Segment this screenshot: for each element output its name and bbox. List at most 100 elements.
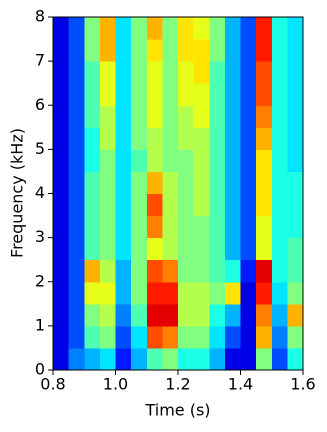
- cell: [131, 215, 148, 239]
- cell: [209, 325, 226, 349]
- cell: [271, 105, 288, 128]
- cell: [146, 127, 163, 150]
- cell: [115, 39, 132, 62]
- cell: [115, 347, 132, 371]
- cell: [162, 281, 179, 305]
- cell: [256, 303, 273, 327]
- cell: [99, 237, 116, 261]
- cell: [209, 39, 226, 62]
- cell: [68, 105, 85, 128]
- cell: [162, 127, 179, 150]
- cell: [146, 325, 163, 349]
- cell: [115, 105, 132, 128]
- cell: [68, 259, 85, 283]
- cell: [224, 127, 241, 150]
- cell: [193, 325, 210, 349]
- cell: [271, 127, 288, 150]
- cell: [115, 83, 132, 106]
- cell: [68, 193, 85, 217]
- cell: [193, 171, 210, 194]
- cell: [224, 61, 241, 84]
- cell: [146, 259, 163, 283]
- cell: [209, 83, 226, 106]
- cell: [131, 281, 148, 305]
- cell: [162, 105, 179, 128]
- cell: [162, 325, 179, 349]
- cell: [99, 193, 116, 217]
- cell: [53, 127, 70, 150]
- cell: [53, 105, 70, 128]
- cell: [131, 347, 148, 371]
- cell: [224, 193, 241, 217]
- y-tick-label: 6: [35, 95, 45, 114]
- cell: [146, 193, 163, 217]
- cell: [162, 171, 179, 194]
- cell: [287, 127, 304, 150]
- cell: [271, 61, 288, 84]
- y-tick-label: 5: [35, 139, 45, 158]
- cell: [115, 171, 132, 194]
- cell: [178, 127, 195, 150]
- y-tick-label: 3: [35, 227, 45, 246]
- cell: [146, 39, 163, 62]
- cell: [99, 215, 116, 239]
- cell: [178, 39, 195, 62]
- x-axis-label: Time (s): [144, 401, 210, 420]
- cell: [193, 149, 210, 172]
- cell: [287, 83, 304, 106]
- cell: [99, 281, 116, 305]
- cell: [68, 237, 85, 261]
- x-tick-label: 1.6: [290, 375, 315, 394]
- cell: [68, 39, 85, 62]
- cell: [287, 193, 304, 217]
- cell: [271, 149, 288, 172]
- cell: [256, 259, 273, 283]
- cell: [193, 303, 210, 327]
- cell: [271, 171, 288, 194]
- cell: [224, 39, 241, 62]
- cell: [131, 127, 148, 150]
- cell: [131, 237, 148, 261]
- cell: [224, 215, 241, 239]
- cell: [193, 17, 210, 40]
- cell: [84, 193, 101, 217]
- cell: [224, 281, 241, 305]
- cell: [99, 61, 116, 84]
- cell: [224, 303, 241, 327]
- cell: [193, 39, 210, 62]
- cell: [271, 237, 288, 261]
- cell: [146, 17, 163, 40]
- cell: [68, 281, 85, 305]
- cell: [240, 39, 257, 62]
- cell: [99, 325, 116, 349]
- cell: [53, 281, 70, 305]
- cell: [146, 281, 163, 305]
- cell: [131, 17, 148, 40]
- cell: [84, 127, 101, 150]
- cell: [193, 127, 210, 150]
- cell: [287, 325, 304, 349]
- cell: [240, 171, 257, 194]
- cell: [84, 303, 101, 327]
- cell: [53, 347, 70, 371]
- cell: [146, 61, 163, 84]
- cell: [53, 303, 70, 327]
- x-tick-label: 1.4: [228, 375, 253, 394]
- cell: [84, 259, 101, 283]
- cell: [84, 281, 101, 305]
- cell: [240, 303, 257, 327]
- cell: [178, 215, 195, 239]
- cell: [84, 105, 101, 128]
- cell: [162, 259, 179, 283]
- cell: [256, 61, 273, 84]
- cell: [224, 83, 241, 106]
- y-tick-label: 2: [35, 271, 45, 290]
- cell: [271, 259, 288, 283]
- cell: [53, 171, 70, 194]
- cell: [178, 237, 195, 261]
- cell: [68, 347, 85, 371]
- cell: [224, 347, 241, 371]
- cell: [131, 325, 148, 349]
- cell: [271, 303, 288, 327]
